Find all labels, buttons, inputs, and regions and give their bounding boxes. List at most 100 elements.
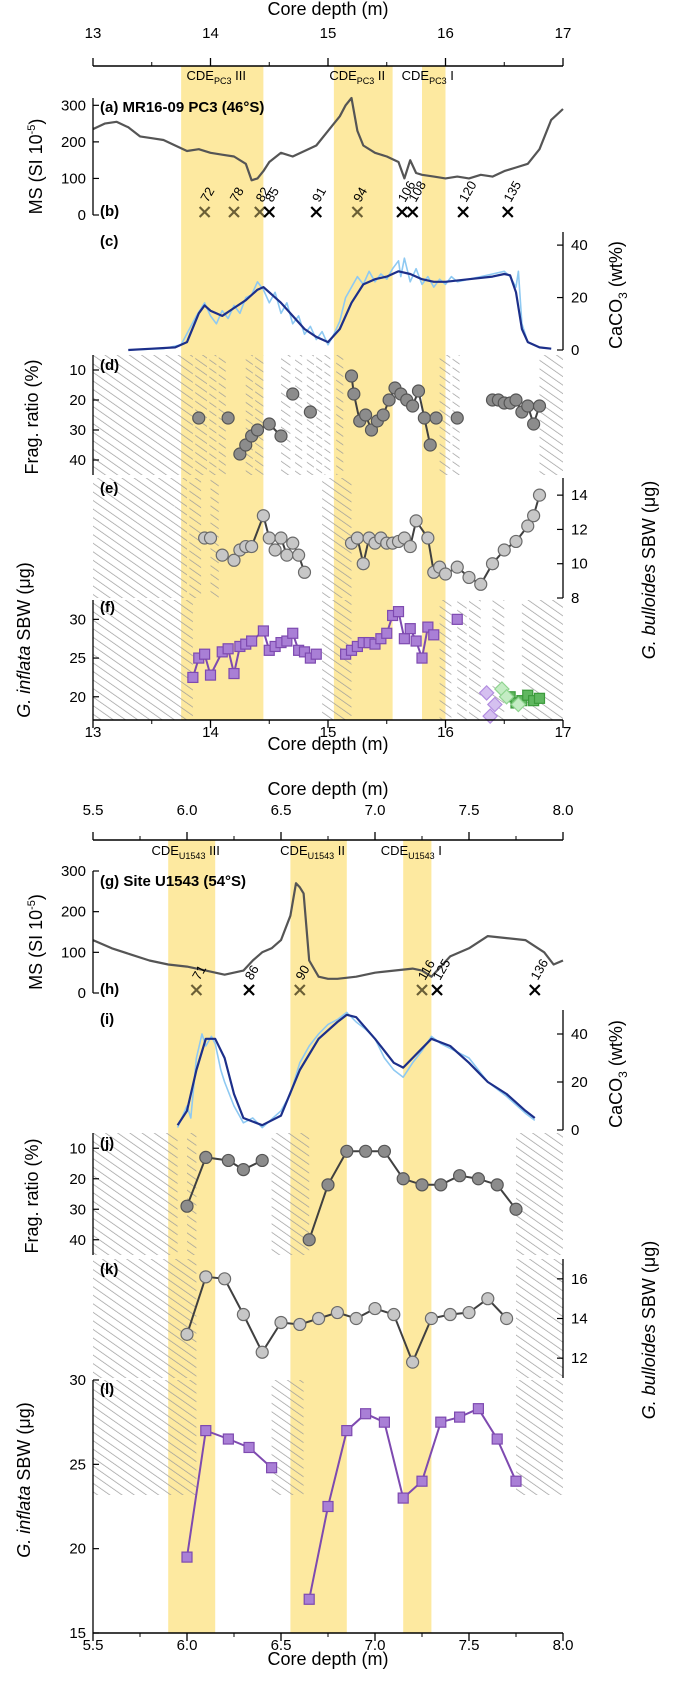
depth-tick-label: 14 [202,25,219,42]
ship-marker-stroke [263,206,276,218]
frag-point [453,1169,467,1183]
caco3-axis-title: CaCO3 (wt%) [606,241,630,349]
y-tick-label: 20 [69,1541,86,1558]
inflata-extra-point [486,696,503,713]
depth-tick-label: 17 [555,25,572,42]
panel-letter: (f) [100,599,115,616]
y-tick-label: 100 [61,170,86,187]
inflata-point [228,667,240,680]
panel-letter: (e) [100,480,118,497]
bulloides-point [500,1311,514,1326]
inflata-axis-title-tail: SBW (μg) [14,562,34,645]
ship-marker-stroke [228,206,240,218]
hatch-gap [93,1133,178,1255]
hatch-gap [469,600,481,720]
hatch-gap [245,355,253,475]
ship-marker [396,206,408,218]
ship-marker [243,984,255,996]
frag-point [250,423,265,437]
inflata-point [243,1441,255,1454]
hatch-gap [209,355,217,475]
frag-point [344,369,359,383]
y-tick-label: 40 [571,1026,588,1043]
depth-axis-title: Core depth (m) [267,0,388,19]
ms-axis-title-part: ) [26,894,46,900]
inflata-point [181,1551,193,1563]
panel-letter: (l) [100,1381,114,1398]
ms-line [92,882,564,980]
panel-title: (a) MR16-09 PC3 (46°S) [100,99,264,116]
y-tick-label: 40 [571,237,588,254]
bulloides-point [450,560,464,574]
inflata-point [257,625,269,637]
frag-point [376,408,390,422]
bulloides-point [521,519,535,533]
y-tick-label: 20 [571,290,588,307]
hatch-gap [255,355,264,475]
frag-point [221,1153,235,1168]
bulloides-point [203,531,218,545]
depth-tick-label: 6.5 [271,1637,292,1654]
ship-label: 120 [456,178,480,204]
ship-label: 78 [227,184,247,204]
panel-letter: (i) [100,1011,114,1028]
y-tick-label: 15 [69,1625,86,1642]
ship-marker [501,206,514,218]
bulloides-axis-title-tail: SBW (μg) [639,1241,659,1324]
cde-band-roman: II [334,843,345,858]
y-tick-label: 8 [571,590,579,607]
inflata-point [398,633,410,645]
hatch-gap [322,600,352,720]
frag-point [180,1199,194,1213]
inflata-point [200,1424,212,1437]
depth-tick-label: 6.0 [177,1637,198,1654]
bulloides-point [509,534,523,549]
ms-axis-title: MS (SI 10-5) [26,894,46,990]
frag-point [471,1172,485,1186]
y-tick-label: 12 [571,521,588,538]
ms-axis-title-part: -5 [26,125,38,135]
inflata-point [435,1416,447,1428]
inflata-point [246,635,258,647]
ship-marker [228,206,240,218]
inflata-axis-title-tail: SBW (μg) [14,1402,34,1485]
y-tick-label: 300 [61,97,86,114]
y-tick-label: 14 [571,1311,588,1328]
y-tick-label: 10 [571,556,588,573]
depth-tick-label: 15 [320,724,337,741]
bulloides-point [474,577,488,591]
depth-tick-label: 7.5 [459,802,480,819]
depth-tick-label: 5.5 [83,802,104,819]
frag-point [417,411,431,425]
bulloides-point [292,548,306,562]
y-tick-label: 30 [69,1201,86,1218]
depth-tick-label: 8.0 [553,1637,574,1654]
inflata-point [422,621,434,633]
frag-point [286,387,300,401]
depth-tick-label: 16 [437,724,454,741]
y-tick-label: 200 [61,134,86,151]
depth-axis-title: Core depth (m) [267,779,388,799]
panel-letter: (j) [100,1135,114,1152]
ship-marker [529,984,541,996]
ship-marker-stroke [501,206,514,218]
inflata-lightgreen-point [510,696,527,713]
bulloides-point [256,509,270,523]
hatch-gap [439,355,451,475]
inflata-point [454,1411,466,1423]
y-tick-label: 16 [571,1271,588,1288]
hatch-gap [93,1380,197,1495]
cde-band-sub: PC3 [357,76,375,86]
inflata-point [281,635,293,647]
bulloides-axis-title-italic: G. bulloides [639,1324,659,1419]
frag-point [347,387,361,401]
panel-letter: (d) [100,357,119,374]
caco3-axis-title-part: (wt%) [606,241,626,292]
y-tick-label: 30 [69,422,86,439]
frag-axis-title-part: Frag. ratio (%) [22,1138,42,1253]
y-tick-label: 40 [69,1232,86,1249]
ship-marker-stroke [190,984,203,996]
y-tick-label: 0 [571,1122,579,1139]
bulloides-point [215,548,229,562]
